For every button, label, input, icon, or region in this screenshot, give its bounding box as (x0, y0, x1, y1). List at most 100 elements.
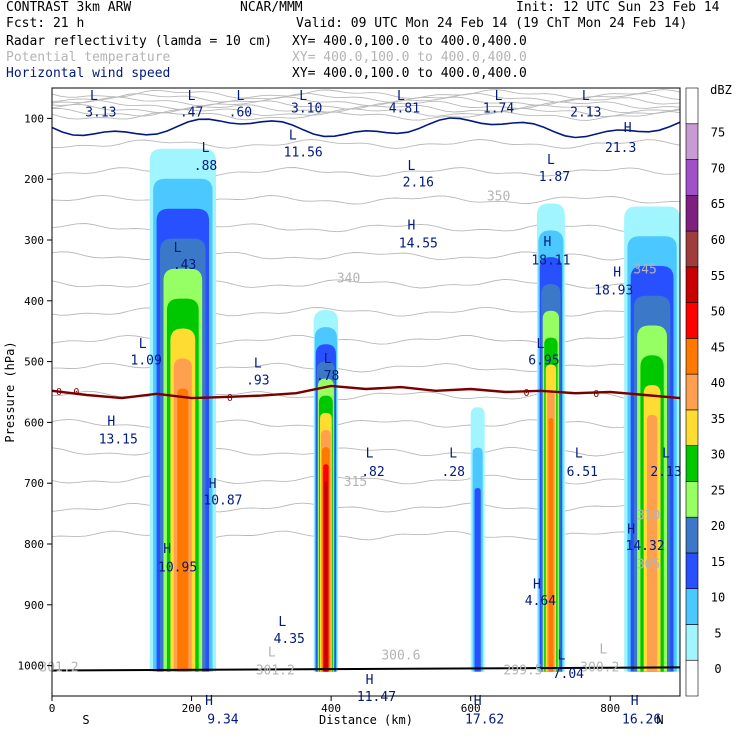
theta-line (52, 251, 680, 261)
wind-extremum-label: L (188, 89, 196, 104)
theta-label: 305 (637, 557, 660, 572)
wind-extremum-label: H (613, 265, 621, 280)
field-name-reflectivity: Radar reflectivity (lamda = 10 cm) (6, 34, 273, 49)
theta-line (52, 100, 680, 110)
wind-extremum-label: .43 (173, 258, 196, 273)
wind-extremum-label: .93 (246, 374, 269, 389)
y-axis-title: Pressure (hPa) (3, 341, 17, 442)
wind-extremum-label: .82 (361, 465, 384, 480)
wind-extremum-label: L (139, 337, 147, 352)
wind-extremum-label: 1.09 (131, 354, 162, 369)
theta-line (52, 502, 680, 513)
wind-extremum-label: H (474, 694, 482, 709)
wind-extremum-label: H (624, 121, 632, 136)
wind-extremum-label: L (582, 89, 590, 104)
colorbar-swatch (685, 230, 699, 268)
colorbar-level-label: 40 (711, 376, 725, 390)
wind-extremum-label: L (662, 447, 670, 462)
y-tick-label: 400 (24, 295, 44, 308)
x-tick-label: 600 (461, 702, 481, 715)
theta-line (52, 223, 680, 233)
freezing-level (52, 384, 680, 400)
colorbar-level-label: 65 (711, 197, 725, 211)
colorbar-level-label: 20 (711, 519, 725, 533)
theta-extremum: L (268, 645, 276, 660)
wind-extremum-label: 2.16 (403, 175, 434, 190)
wind-extremum-label: .78 (316, 369, 339, 384)
ground-line (51, 666, 681, 672)
wind-extremum-label: L (495, 89, 503, 104)
wind-extremum-label: 9.34 (207, 712, 238, 727)
wind-extremum-label: L (324, 352, 332, 367)
x-axis-title: Distance (km) (319, 713, 413, 727)
theta-line (52, 167, 680, 177)
wind-extremum-label: H (209, 477, 217, 492)
wind-extremum-label: L (547, 153, 555, 168)
wind-extremum-label: H (631, 694, 639, 709)
theta-label: 310 (637, 509, 660, 524)
x-tick-label: 200 (182, 702, 202, 715)
init-time: Init: 12 UTC Sun 23 Feb 14 (516, 0, 720, 15)
theta-line (52, 139, 680, 149)
wind-extremum-label: L (202, 141, 210, 156)
wind-extremum-label: 4.35 (274, 632, 305, 647)
wind-extremum-label: 4.81 (389, 101, 420, 116)
colorbar-swatch (685, 123, 699, 160)
theta-label: 301.2 (39, 661, 78, 676)
wind-extremum-label: 14.32 (626, 539, 665, 554)
wind-extremum-label: H (407, 219, 415, 234)
ground-line (51, 666, 681, 672)
theta-line (52, 194, 680, 205)
reflectivity-shell (324, 481, 328, 672)
x-end-south: S (82, 713, 89, 727)
colorbar-swatch (685, 624, 699, 661)
field-xy-theta: XY= 400.0,100.0 to 400.0,400.0 (292, 50, 527, 65)
wind-extremum-label: L (397, 89, 405, 104)
colorbar-level-label: 45 (711, 340, 725, 354)
theta-label: 299.5 (503, 664, 542, 679)
valid-time: Valid: 09 UTC Mon 24 Feb 14 (19 ChT Mon … (296, 16, 688, 31)
colorbar-swatch (685, 516, 699, 554)
wind-extremum-label: 2.13 (650, 465, 681, 480)
wind-extremum-label: .88 (194, 159, 217, 174)
wind-extremum-label: 11.56 (284, 146, 323, 161)
wind-extremum-label: .28 (441, 465, 464, 480)
wind-extremum-label: L (537, 337, 545, 352)
theta-label: 300.6 (381, 649, 420, 664)
header-block: CONTRAST 3km ARW NCAR/MMM Init: 12 UTC S… (0, 0, 740, 90)
wind-extremum-label: 1.87 (539, 170, 570, 185)
wind-extremum-label: 3.10 (291, 101, 322, 116)
colorbar-level-label: 15 (711, 555, 725, 569)
colorbar-level-label: 70 (711, 161, 725, 175)
colorbar-swatch (685, 159, 699, 196)
theta-line (52, 96, 680, 107)
colorbar-level-label: 0 (714, 662, 721, 676)
colorbar-level-label: 30 (711, 448, 725, 462)
theta-line (52, 107, 680, 118)
wind-extremum-label: L (449, 447, 457, 462)
wind-extremum-label: 6.95 (528, 354, 559, 369)
field-name-wind: Horizontal wind speed (6, 66, 171, 81)
colorbar-swatch (685, 445, 699, 482)
colorbar-level-label: 5 (714, 626, 721, 640)
colorbar-swatch (685, 87, 699, 125)
wind-extremum-label: L (90, 89, 98, 104)
wind-extremum-label: 6.51 (567, 465, 598, 480)
reflectivity-shell (177, 388, 189, 672)
theta-line (52, 103, 680, 114)
wind-extremum-label: H (107, 414, 115, 429)
colorbar-swatch (685, 409, 699, 446)
wind-contour (52, 117, 680, 139)
theta-line (52, 530, 680, 541)
wind-extremum-label: H (163, 542, 171, 557)
wind-extremum-label: L (278, 615, 286, 630)
wind-extremum-label: 17.62 (465, 712, 504, 727)
wind-extremum-label: 2.13 (570, 106, 601, 121)
theta-line (52, 306, 680, 317)
wind-extremum-label: 7.04 (553, 667, 584, 682)
org-label: NCAR/MMM (240, 0, 303, 15)
model-title: CONTRAST 3km ARW (6, 0, 132, 15)
wind-extremum-label: 1.74 (483, 101, 514, 116)
wind-extremum-label: H (533, 577, 541, 592)
wind-extremum-label: 16.26 (622, 712, 661, 727)
